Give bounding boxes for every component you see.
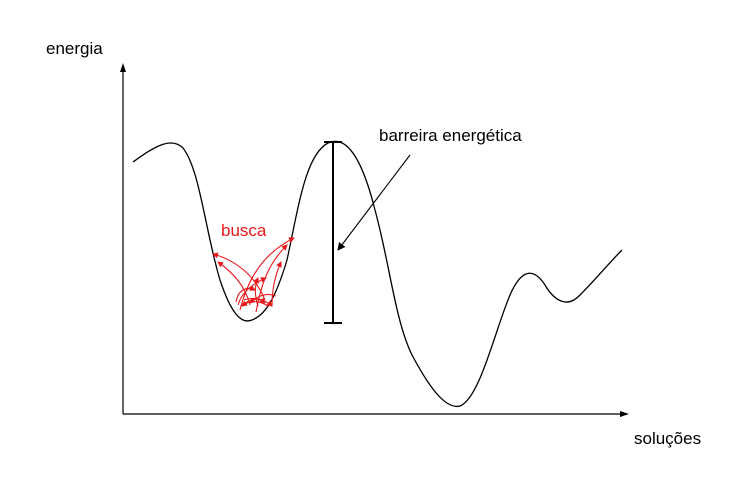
barrier-label: barreira energética (379, 126, 522, 145)
search-arrows (212, 237, 295, 313)
axes (120, 63, 629, 417)
x-axis-label: soluções (634, 429, 702, 448)
energy-barrier-bar (324, 141, 342, 324)
search-arrow (239, 237, 295, 311)
search-arrow (249, 293, 277, 304)
search-arrow (271, 261, 282, 307)
search-arrow (235, 285, 256, 303)
search-arrow (212, 252, 266, 301)
energy-curve (132, 140, 623, 407)
y-axis-arrow-icon (120, 63, 126, 72)
search-arrow (255, 244, 288, 313)
barrier-pointer-arrow (337, 154, 411, 251)
search-label: busca (221, 221, 267, 240)
y-axis-label: energia (46, 39, 103, 58)
search-arrow (217, 261, 251, 306)
x-axis-arrow-icon (620, 411, 629, 417)
